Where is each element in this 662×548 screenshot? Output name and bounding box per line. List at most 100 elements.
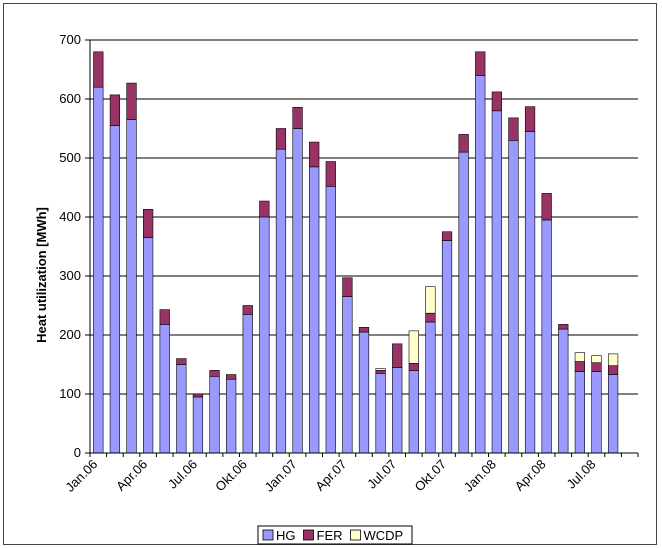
bar-hg-may-06 <box>159 324 170 454</box>
y-tick-label: 200 <box>59 327 81 342</box>
bar-hg-mar-06 <box>126 119 137 454</box>
y-tick-label: 500 <box>59 150 81 165</box>
bar-hg-jan-06 <box>93 86 104 454</box>
bar-hg-sep-06 <box>226 378 237 454</box>
y-axis-title: Heat utilization [MWh] <box>34 207 49 343</box>
x-tick-label: Jan.06 <box>62 457 100 495</box>
bar-wcdp-sep-07 <box>425 286 436 314</box>
bar-hg-mar-08 <box>524 131 536 454</box>
y-tick-label: 400 <box>59 209 81 224</box>
y-tick-label: 700 <box>59 32 81 47</box>
x-tick-label: Apr.08 <box>512 457 549 494</box>
bar-hg-feb-08 <box>508 140 519 454</box>
x-tick-labels: Jan.06 Apr.06 Jul.06 Okt.06 Jan.07 Apr.07 Jul.… <box>62 453 639 495</box>
x-tick-label: Okt.07 <box>411 457 449 495</box>
bar-fer-okt-07 <box>441 231 453 241</box>
legend-box <box>257 525 413 545</box>
legend-label-fer: FER <box>317 528 343 543</box>
bar-fer-aug-07 <box>408 363 419 371</box>
bar-hg-okt-07 <box>441 240 453 454</box>
bar-hg-may-08 <box>558 328 569 454</box>
x-tick-label: Jul.07 <box>364 457 399 492</box>
bar-hg-jan-07 <box>292 128 303 454</box>
bar-hg-nov-07 <box>458 151 469 454</box>
bar-hg-aug-07 <box>408 370 419 454</box>
bar-hg-apr-08 <box>541 219 552 454</box>
y-tick-label: 300 <box>59 268 81 283</box>
bar-hg-sep-07 <box>425 321 436 454</box>
bar-hg-jun-08 <box>574 371 585 454</box>
bar-hg-jul-08 <box>591 371 602 454</box>
bars <box>93 51 619 454</box>
bar-fer-may-06 <box>159 309 170 325</box>
bar-fer-nov-07 <box>458 134 469 153</box>
bar-hg-dec-06 <box>275 148 287 454</box>
bar-fer-jul-07 <box>392 343 403 368</box>
bar-hg-aug-06 <box>209 375 220 454</box>
x-tick-label: Jul.06 <box>165 457 200 492</box>
bar-fer-may-07 <box>358 327 370 333</box>
bar-hg-apr-06 <box>143 237 154 454</box>
bar-wcdp-aug-07 <box>408 330 419 364</box>
bar-fer-okt-06 <box>242 305 253 315</box>
bar-fer-jan-06 <box>93 51 104 88</box>
bar-fer-mar-08 <box>524 106 536 132</box>
x-tick-label: Apr.07 <box>312 457 349 494</box>
bar-fer-dec-06 <box>275 128 287 150</box>
y-tick-label: 100 <box>59 386 81 401</box>
bar-wcdp-jun-08 <box>574 352 585 362</box>
bar-wcdp-jun-07 <box>375 368 386 371</box>
bar-fer-nov-06 <box>259 200 270 218</box>
x-tick-label: Okt.06 <box>212 457 250 495</box>
bar-fer-feb-08 <box>508 117 519 141</box>
y-tick-label: 0 <box>74 445 81 460</box>
x-tick-label: Jan.08 <box>461 457 499 495</box>
bar-fer-apr-07 <box>342 277 353 297</box>
x-tick-label: Apr.06 <box>113 457 150 494</box>
bar-fer-apr-08 <box>541 193 552 221</box>
bar-hg-feb-07 <box>309 166 320 454</box>
bar-fer-sep-06 <box>226 374 237 380</box>
bar-hg-mar-07 <box>325 186 336 454</box>
legend-label-hg: HG <box>276 528 296 543</box>
bar-fer-may-08 <box>558 324 569 330</box>
legend-swatch-hg <box>262 529 274 541</box>
bar-fer-sep-07 <box>425 312 436 323</box>
bar-fer-mar-06 <box>126 82 137 120</box>
bar-hg-dec-07 <box>475 75 486 454</box>
bar-hg-jun-07 <box>375 373 386 454</box>
bar-wcdp-jul-08 <box>591 355 602 364</box>
bar-fer-dec-07 <box>475 51 486 76</box>
bar-hg-nov-06 <box>259 216 270 454</box>
x-tick-label: Jan.07 <box>261 457 299 495</box>
bar-hg-apr-07 <box>342 296 353 454</box>
bar-fer-jul-08 <box>591 362 602 372</box>
legend-swatch-fer <box>303 529 314 541</box>
bar-fer-jun-07 <box>375 370 386 374</box>
legend: HG FER WCDP <box>257 525 413 545</box>
bar-fer-jan-07 <box>292 106 303 129</box>
bar-fer-aug-08 <box>607 365 619 375</box>
bar-fer-jun-08 <box>574 361 585 372</box>
bar-fer-jul-06 <box>192 393 204 398</box>
bar-wcdp-aug-08 <box>607 353 619 366</box>
x-tick-label: Jul.08 <box>563 457 598 492</box>
bar-fer-mar-07 <box>325 161 336 187</box>
legend-label-wcdp: WCDP <box>364 528 404 543</box>
bar-fer-jan-08 <box>491 91 502 112</box>
bar-hg-jan-08 <box>491 110 502 454</box>
bar-hg-jun-06 <box>176 364 187 454</box>
y-tick-labels: 0 100 200 300 400 500 600 700 <box>59 32 90 460</box>
y-tick-label: 600 <box>59 91 81 106</box>
legend-swatch-wcdp <box>350 529 361 541</box>
axes <box>89 40 638 454</box>
bar-hg-feb-06 <box>109 125 121 454</box>
bar-hg-okt-06 <box>242 314 253 454</box>
bar-hg-aug-08 <box>607 374 619 454</box>
bar-fer-feb-07 <box>309 141 320 168</box>
bar-hg-may-07 <box>358 331 370 454</box>
bar-fer-jun-06 <box>176 358 187 365</box>
bar-hg-jul-07 <box>392 367 403 454</box>
bar-fer-aug-06 <box>209 370 220 377</box>
